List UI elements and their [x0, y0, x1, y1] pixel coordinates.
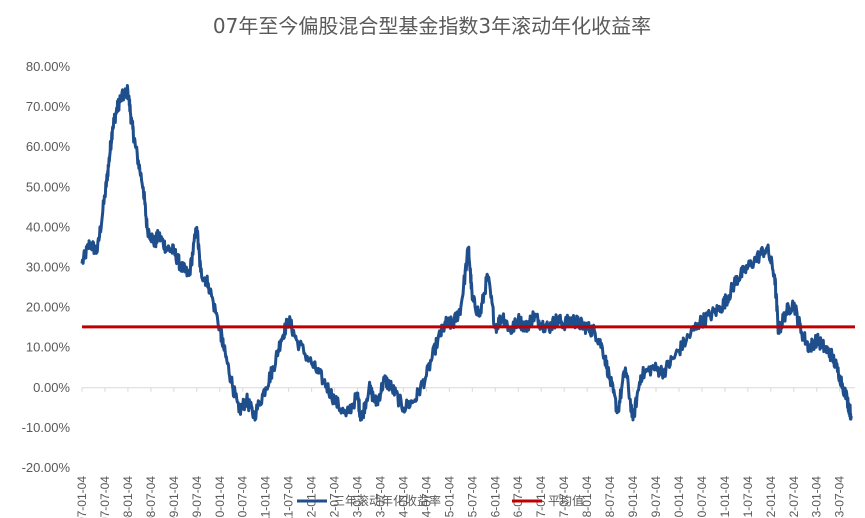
y-tick-label: 80.00% [26, 59, 71, 74]
y-tick-label: 40.00% [26, 219, 71, 234]
x-tick-label: 2021-07-04 [741, 476, 755, 518]
y-tick-label: -20.00% [22, 460, 71, 475]
y-tick-label: 70.00% [26, 99, 71, 114]
x-tick-label: 2023-01-04 [810, 476, 824, 518]
x-tick-label: 2021-01-04 [718, 476, 732, 518]
y-tick-label: -10.00% [22, 420, 71, 435]
x-tick-label: 2020-07-04 [695, 476, 709, 518]
x-tick-label: 2022-07-04 [787, 476, 801, 518]
x-tick-label: 2018-07-04 [603, 476, 617, 518]
x-tick-label: 2008-01-04 [121, 476, 135, 518]
x-tick-label: 2015-01-04 [442, 476, 456, 518]
series-layer [82, 86, 855, 421]
x-tick-label: 2008-07-04 [144, 476, 158, 518]
x-tick-label: 2010-07-04 [236, 476, 250, 518]
x-tick-label: 2023-07-04 [833, 476, 847, 518]
y-tick-label: 20.00% [26, 300, 71, 315]
x-tick-label: 2015-07-04 [465, 476, 479, 518]
x-tick-label: 2011-01-04 [259, 476, 273, 518]
y-tick-label: 60.00% [26, 139, 71, 154]
legend-average-label: 平均值 [548, 493, 584, 508]
x-tick-label: 2009-01-04 [167, 476, 181, 518]
x-tick-label: 2016-01-04 [488, 476, 502, 518]
y-tick-label: 10.00% [26, 340, 71, 355]
x-tick-label: 2007-01-04 [75, 476, 89, 518]
x-tick-label: 2019-07-04 [649, 476, 663, 518]
x-tick-label: 2017-01-04 [534, 476, 548, 518]
y-tick-label: 50.00% [26, 179, 71, 194]
x-tick-label: 2020-01-04 [672, 476, 686, 518]
x-tick-label: 2010-01-04 [213, 476, 227, 518]
x-tick-label: 2009-07-04 [190, 476, 204, 518]
x-tick-label: 2022-01-04 [764, 476, 778, 518]
x-axis-ticks: 2007-01-04 2007-07-04 2008-01-04 2008-07-04… [75, 388, 847, 518]
x-tick-label: 2011-07-04 [282, 476, 296, 518]
x-tick-label: 2007-07-04 [98, 476, 112, 518]
x-tick-label: 2019-01-04 [626, 476, 640, 518]
y-tick-label: 0.00% [33, 380, 70, 395]
legend-rolling-return-label: 三年滚动年化收益率 [333, 493, 441, 508]
x-tick-label: 2016-07-04 [511, 476, 525, 518]
y-axis-ticks: 80.00% 70.00% 60.00% 50.00% 40.00% 30.00% 20.0… [22, 59, 71, 475]
y-tick-label: 30.00% [26, 260, 71, 275]
series-line-rolling-return [82, 86, 851, 421]
chart-title: 07年至今偏股混合型基金指数3年滚动年化收益率 [213, 14, 651, 38]
x-tick-label: 2012-01-04 [305, 476, 319, 518]
